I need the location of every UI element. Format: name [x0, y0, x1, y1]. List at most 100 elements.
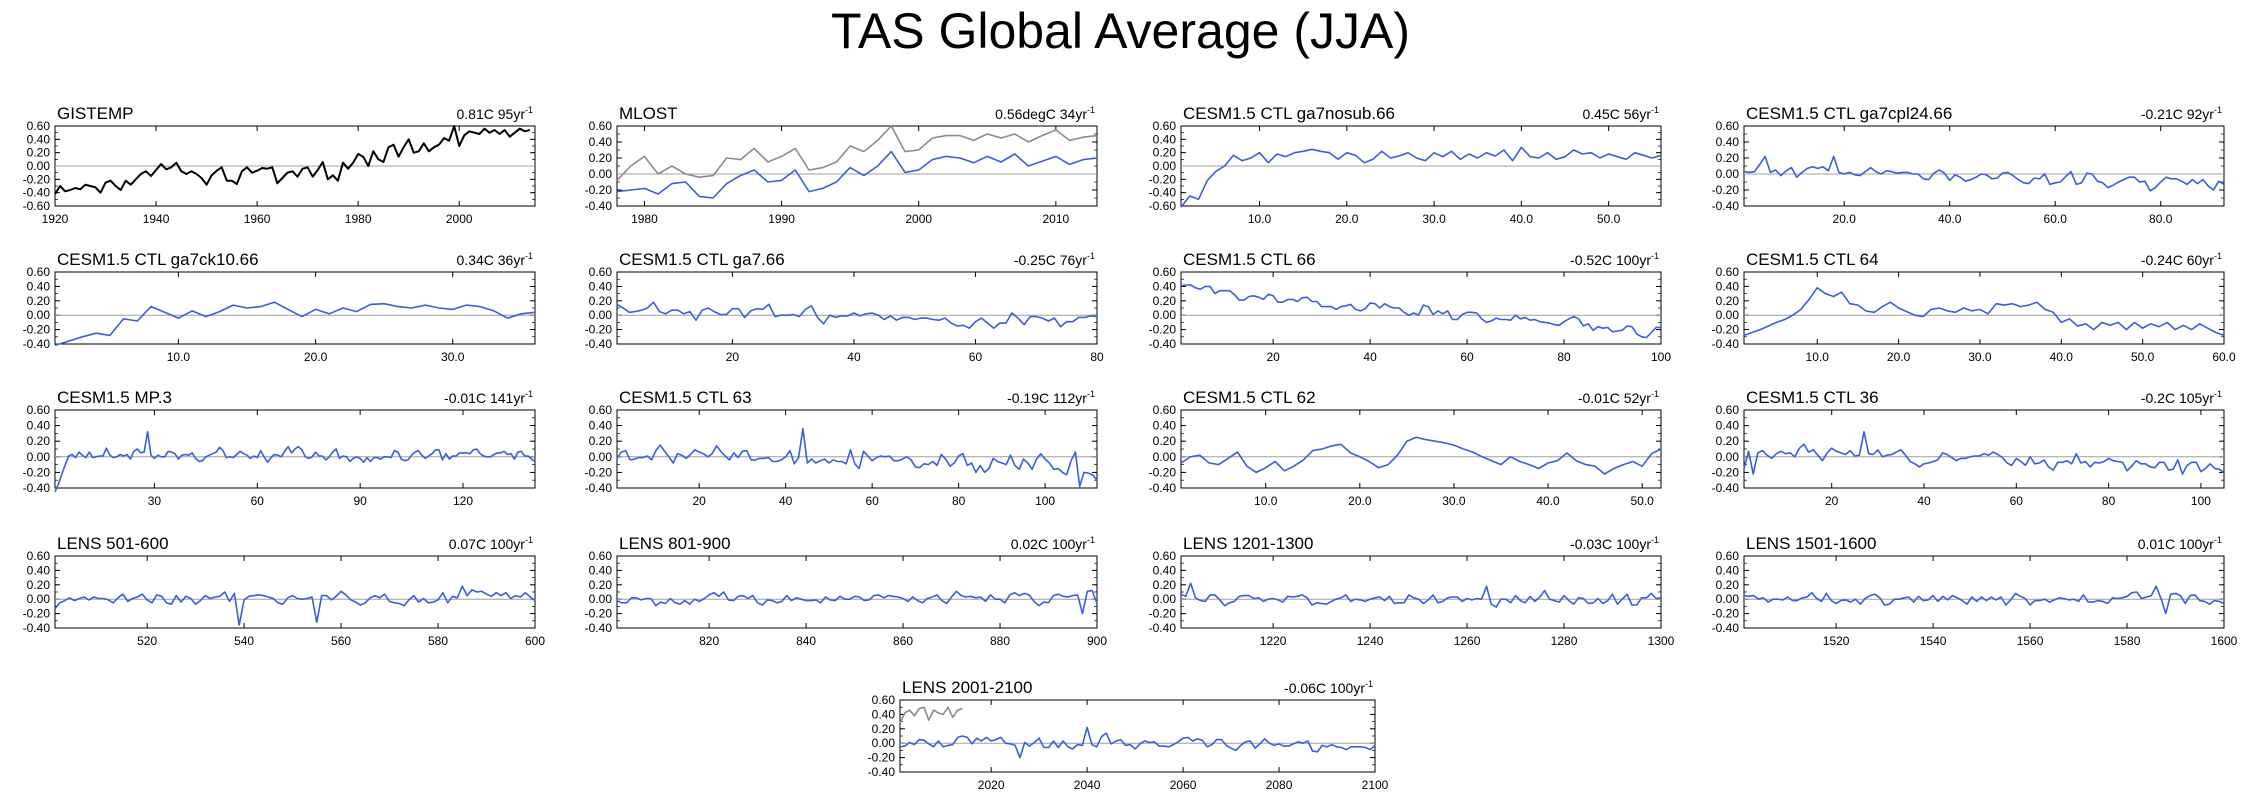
superscript: -1: [1365, 679, 1373, 689]
y-tick-label: 0.40: [1153, 563, 1177, 577]
x-tick-label: 30.0: [1422, 212, 1446, 226]
y-tick-label: 0.20: [589, 578, 613, 592]
superscript: -1: [2214, 105, 2222, 115]
y-tick-label: 0.20: [589, 294, 613, 308]
x-tick-label: 100: [1651, 350, 1671, 364]
y-tick-label: 0.40: [589, 563, 613, 577]
trend-annotation: 0.45C 56yr-1: [1583, 105, 1660, 122]
x-tick-label: 60.0: [2044, 212, 2068, 226]
superscript: -1: [1087, 535, 1095, 545]
x-tick-label: 40: [1917, 494, 1931, 508]
y-tick-label: 0.60: [27, 119, 51, 133]
panel-title: CESM1.5 CTL ga7cpl24.66: [1746, 104, 1952, 123]
y-tick-label: 0.00: [1716, 167, 1740, 181]
y-tick-label: 0.20: [1153, 434, 1177, 448]
plot-frame: [616, 271, 1098, 345]
y-tick-label: 0.40: [1716, 279, 1740, 293]
y-tick-label: -0.20: [1712, 465, 1740, 479]
x-tick-label: 20.0: [304, 350, 328, 364]
y-tick-label: 0.40: [589, 279, 613, 293]
y-tick-label: 0.00: [589, 592, 613, 606]
y-tick-label: 0.60: [27, 265, 51, 279]
x-tick-label: 1940: [143, 212, 170, 226]
x-tick-label: 90: [353, 494, 367, 508]
x-tick-label: 60: [969, 350, 983, 364]
y-tick-label: 0.00: [1716, 592, 1740, 606]
y-tick-label: 0.20: [1716, 294, 1740, 308]
series-line: [54, 301, 536, 347]
x-tick-label: 20: [1266, 350, 1280, 364]
chart-panel: CESM1.5 CTL 36 -0.2C 105yr-1 0.60 0.400.20 0…: [1712, 388, 2225, 508]
y-tick-label: -0.40: [1149, 337, 1177, 351]
y-tick-label: 0.60: [27, 403, 51, 417]
x-tick-label: 1280: [1551, 634, 1578, 648]
series-line: [54, 585, 536, 626]
series-line: [616, 125, 1098, 181]
trend-annotation: -0.52C 100yr-1: [1570, 251, 1659, 268]
y-tick-label: -0.20: [23, 465, 51, 479]
panel-title: LENS 2001-2100: [902, 678, 1032, 697]
x-tick-label: 50.0: [2131, 350, 2155, 364]
x-tick-label: 2000: [446, 212, 473, 226]
y-tick-label: -0.20: [585, 465, 613, 479]
panel-title: CESM1.5 CTL ga7ck10.66: [57, 250, 259, 269]
y-tick-label: 0.40: [589, 135, 613, 149]
y-tick-label: 0.20: [1716, 434, 1740, 448]
x-tick-label: 40: [847, 350, 861, 364]
series-line: [616, 150, 1098, 199]
chart-panel: CESM1.5 CTL 63 -0.19C 112yr-1 0.60 0.400.20…: [585, 388, 1098, 508]
y-tick-label: -0.40: [585, 337, 613, 351]
y-tick-label: 0.00: [27, 159, 51, 173]
y-tick-label: 0.60: [1153, 265, 1177, 279]
x-tick-label: 80: [2102, 494, 2116, 508]
plot-frame: [1180, 271, 1662, 345]
x-tick-label: 1240: [1357, 634, 1384, 648]
series-line: [1180, 146, 1662, 208]
y-tick-label: 0.60: [589, 119, 613, 133]
trend-annotation: -0.24C 60yr-1: [2141, 251, 2222, 268]
x-tick-label: 2060: [1170, 778, 1197, 792]
plot-frame: [899, 699, 1376, 773]
x-tick-label: 2040: [1074, 778, 1101, 792]
x-tick-label: 40: [1363, 350, 1377, 364]
trend-annotation: 0.56degC 34yr-1: [995, 105, 1095, 122]
y-tick-label: 0.00: [1153, 450, 1177, 464]
series-line: [616, 589, 1098, 615]
y-tick-label: 0.00: [1153, 592, 1177, 606]
series-line: [1743, 155, 2225, 192]
chart-panel: LENS 1501-1600 0.01C 100yr-1 0.600.400.200…: [1712, 534, 2238, 648]
y-tick-label: 0.60: [1153, 549, 1177, 563]
series-line: [1743, 585, 2225, 615]
x-tick-label: 80: [952, 494, 966, 508]
chart-panel: LENS 1201-1300 -0.03C 100yr-1 0.600.400.20…: [1149, 534, 1675, 648]
y-tick-label: 0.00: [589, 167, 613, 181]
y-tick-label: -0.20: [585, 183, 613, 197]
x-tick-label: 40: [779, 494, 793, 508]
x-tick-label: 900: [1087, 634, 1107, 648]
y-tick-label: 0.00: [1153, 308, 1177, 322]
x-tick-label: 820: [699, 634, 719, 648]
trend-annotation: 0.02C 100yr-1: [1011, 535, 1095, 552]
x-tick-label: 1920: [42, 212, 69, 226]
x-tick-label: 2080: [1266, 778, 1293, 792]
chart-panel: CESM1.5 CTL 64 -0.24C 60yr-1 0.600.400.200…: [1712, 250, 2236, 364]
x-tick-label: 580: [428, 634, 448, 648]
y-tick-label: -0.40: [1712, 481, 1740, 495]
chart-panel: CESM1.5 CTL 66 -0.52C 100yr-1 0.600.400.20…: [1149, 250, 1672, 364]
y-tick-label: -0.20: [1149, 465, 1177, 479]
plot-frame: [1743, 409, 2225, 489]
y-tick-label: 0.40: [1153, 279, 1177, 293]
y-tick-label: 0.00: [1153, 159, 1177, 173]
series-line: [54, 431, 536, 493]
y-tick-label: 0.60: [1716, 265, 1740, 279]
panel-title: CESM1.5 CTL 66: [1183, 250, 1316, 269]
panel-title: MLOST: [619, 104, 678, 123]
x-tick-label: 1990: [768, 212, 795, 226]
series-line: [54, 125, 531, 195]
series-line: [616, 427, 1098, 488]
y-tick-label: 0.20: [27, 578, 51, 592]
x-tick-label: 10.0: [167, 350, 191, 364]
trend-annotation: -0.01C 141yr-1: [444, 389, 533, 406]
x-tick-label: 1580: [2114, 634, 2141, 648]
